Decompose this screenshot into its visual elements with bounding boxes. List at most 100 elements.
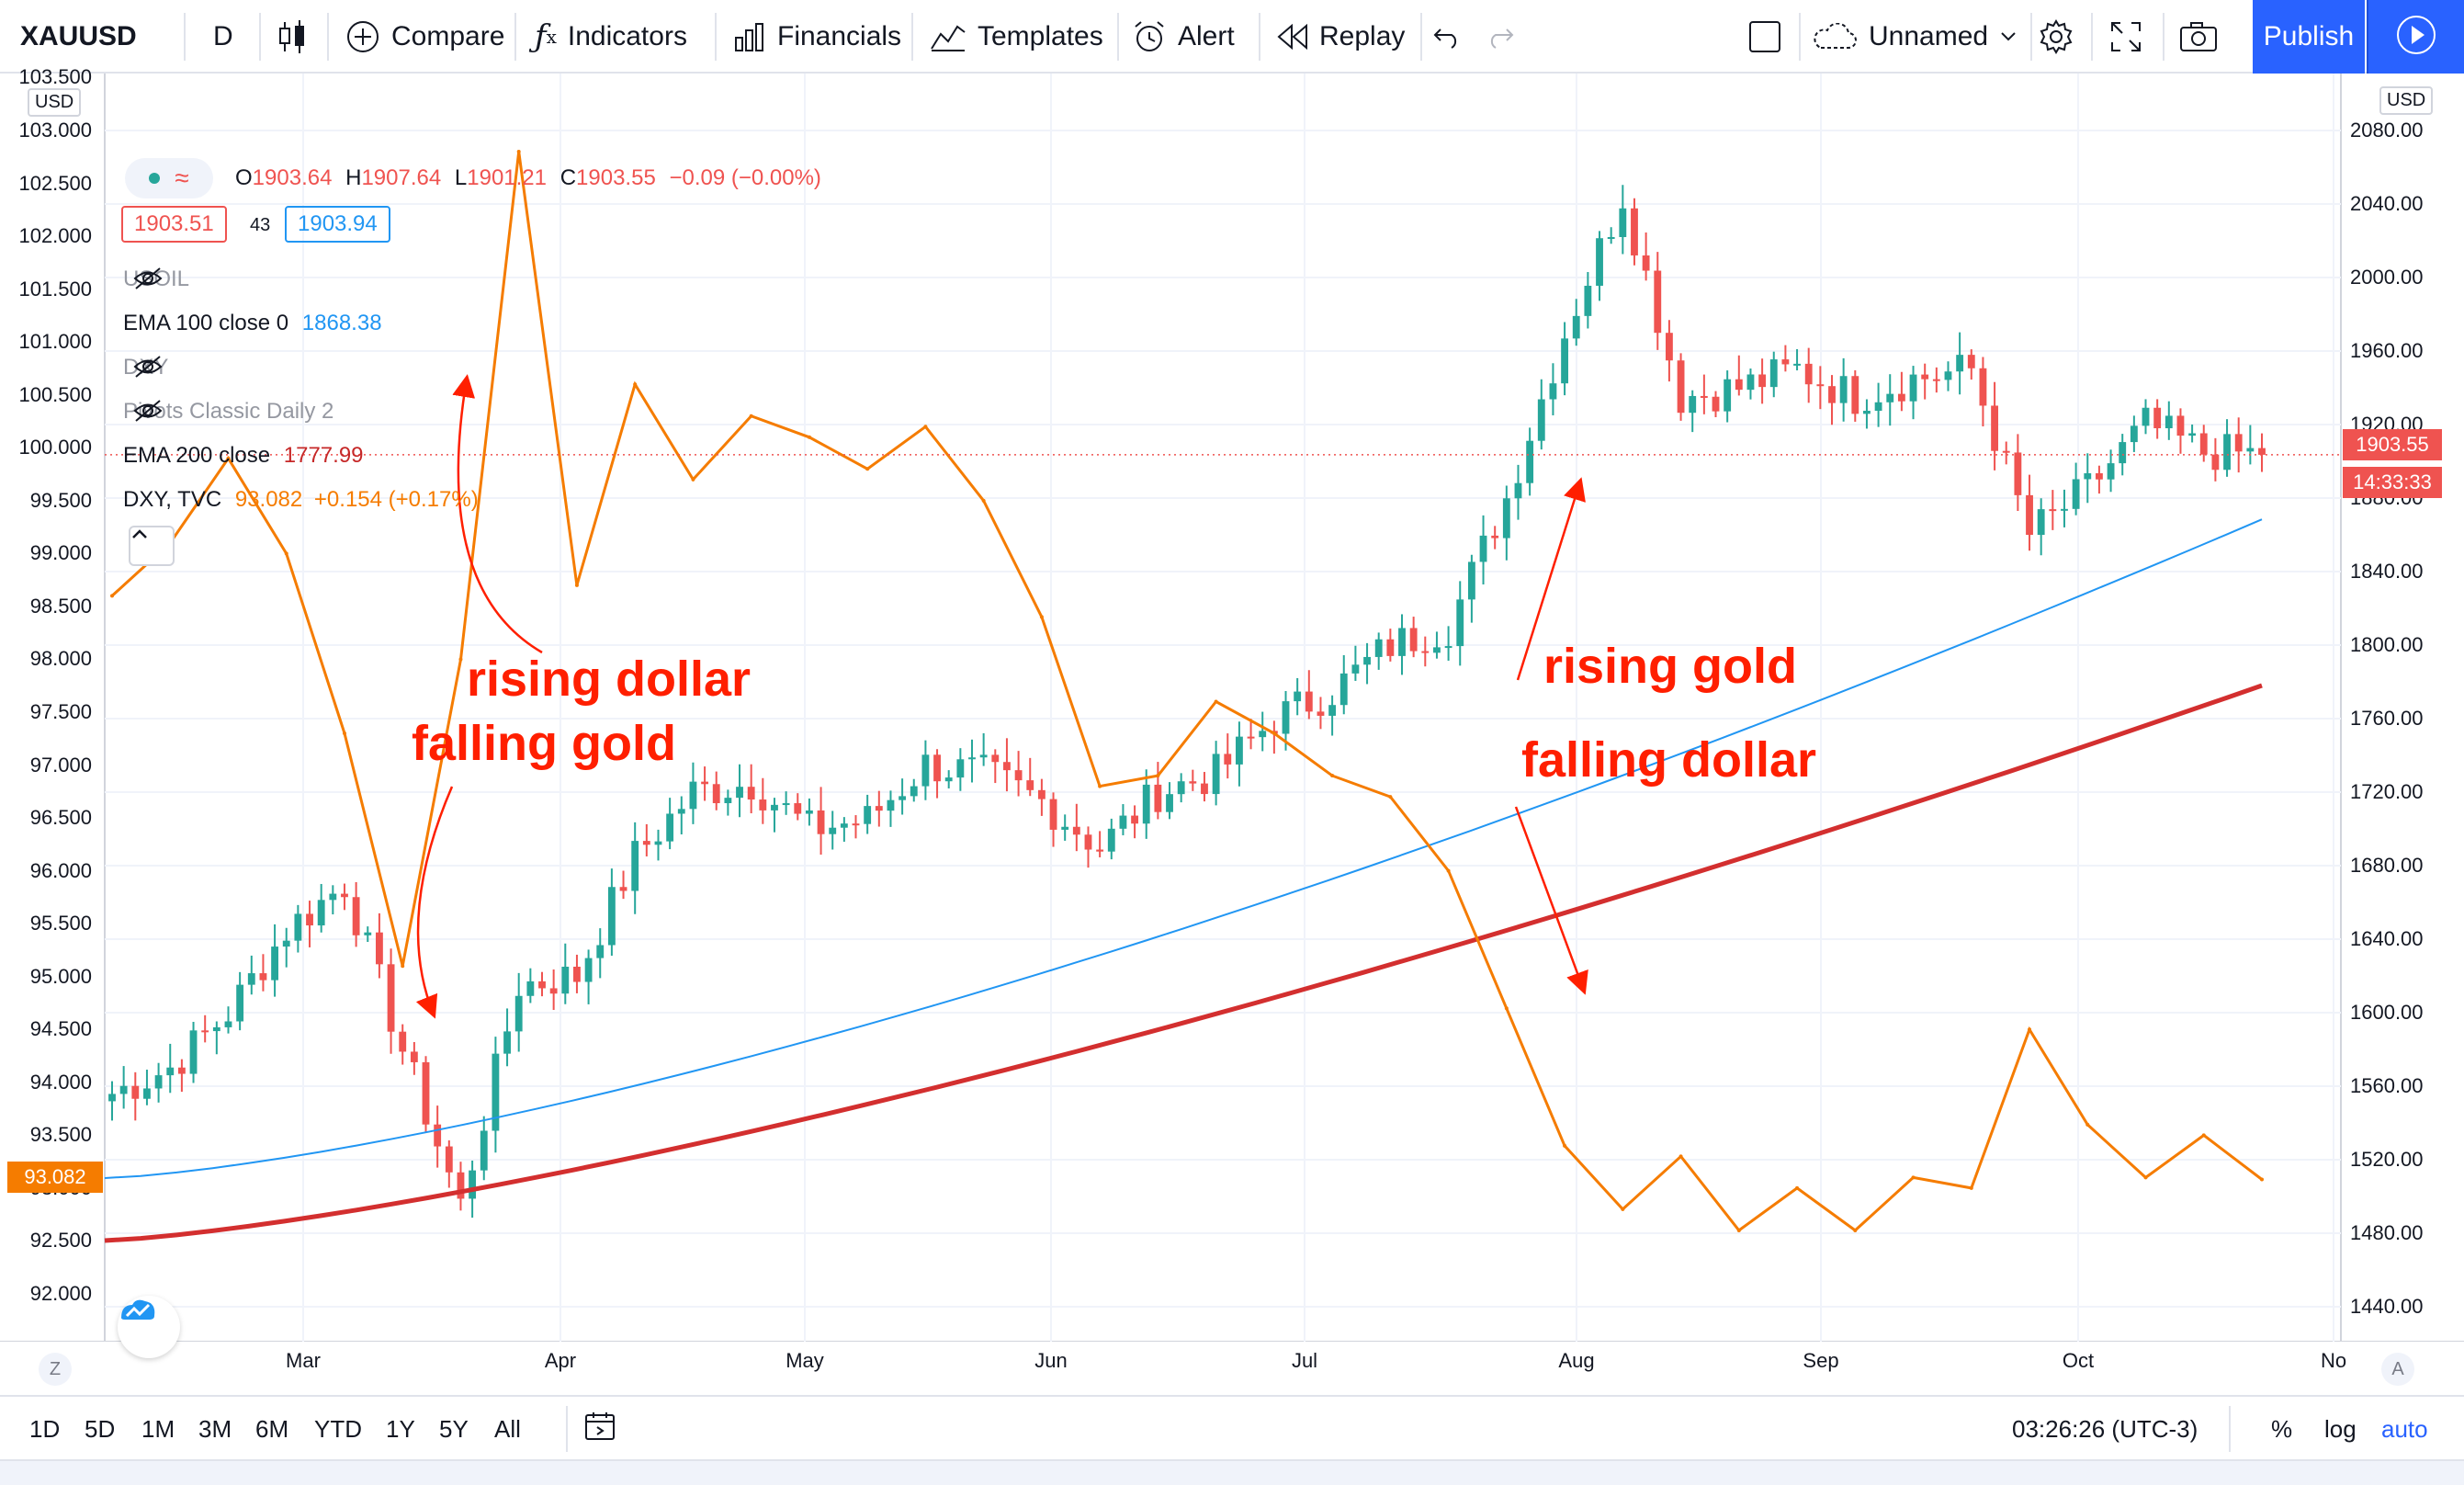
- range-button-3m[interactable]: 3M: [198, 1414, 232, 1443]
- symbol-search-button[interactable]: XAUUSD: [20, 0, 137, 74]
- study-usoil[interactable]: USOIL: [123, 266, 189, 292]
- fullscreen-button[interactable]: [2109, 0, 2142, 74]
- interval-button[interactable]: D: [213, 0, 233, 74]
- candle-body: [736, 787, 743, 799]
- left-axis-tick-label: 92.000: [29, 1282, 92, 1305]
- publish-video-button[interactable]: [2367, 0, 2464, 74]
- templates-button[interactable]: Templates: [930, 0, 1103, 74]
- financials-button[interactable]: Financials: [733, 0, 901, 74]
- corner-right-label: A: [2391, 1358, 2404, 1379]
- dxy-point: [110, 594, 114, 598]
- chart-pane[interactable]: USD 103.500 103.000 102.500 102.000 101.500 1…: [0, 65, 2464, 1386]
- study-dxy[interactable]: DXY: [123, 355, 168, 380]
- percent-scale-button[interactable]: %: [2271, 1397, 2292, 1461]
- candle-body: [1107, 828, 1115, 852]
- auto-scale-button[interactable]: auto: [2381, 1397, 2428, 1461]
- legend-collapse-button[interactable]: [129, 526, 175, 566]
- toolbar-divider: [1799, 13, 1801, 61]
- cloud-icon: [1810, 23, 1858, 51]
- range-button-ytd[interactable]: YTD: [314, 1414, 362, 1443]
- fullscreen-layout-button[interactable]: [1747, 0, 1782, 74]
- dxy-point: [2260, 1177, 2264, 1182]
- range-button-1m[interactable]: 1M: [141, 1414, 175, 1443]
- chart-canvas[interactable]: [0, 74, 2464, 1342]
- candle-body: [689, 781, 697, 810]
- candle-body: [979, 754, 988, 758]
- candle-body: [2084, 473, 2092, 480]
- redo-button[interactable]: [1485, 0, 1514, 74]
- settings-button[interactable]: [2038, 0, 2074, 74]
- dxy-point: [1736, 1228, 1741, 1232]
- undo-button[interactable]: [1433, 0, 1463, 74]
- candle-body: [1665, 333, 1673, 361]
- candle-body: [2061, 508, 2068, 511]
- candle-body: [1746, 374, 1755, 391]
- market-status-chip[interactable]: ≈: [125, 158, 213, 198]
- dxy-point: [1504, 1006, 1509, 1011]
- range-button-1y[interactable]: 1Y: [386, 1414, 415, 1443]
- low-label: L: [454, 165, 468, 190]
- range-button-5y[interactable]: 5Y: [439, 1414, 469, 1443]
- candle-body: [317, 900, 325, 926]
- replay-button[interactable]: Replay: [1277, 0, 1405, 74]
- layout-menu-button[interactable]: Unnamed: [1810, 0, 2018, 74]
- study-ema100[interactable]: EMA 100 close 0 1868.38: [123, 311, 382, 336]
- goto-date-button[interactable]: [584, 1397, 619, 1461]
- compare-button[interactable]: Compare: [345, 0, 504, 74]
- auto-scale-corner-button[interactable]: A: [2381, 1353, 2414, 1386]
- candle-body: [584, 958, 593, 982]
- bid-price-box[interactable]: 1903.51: [121, 206, 227, 243]
- snapshot-button[interactable]: [2179, 0, 2218, 74]
- range-button-all[interactable]: All: [494, 1414, 521, 1443]
- range-button-1d[interactable]: 1D: [29, 1414, 61, 1443]
- right-axis-tick-label: 2080.00: [2350, 119, 2424, 142]
- zoom-corner-button[interactable]: Z: [39, 1353, 72, 1386]
- left-axis-tick-label: 101.000: [18, 330, 92, 354]
- tradingview-logo[interactable]: [118, 1296, 180, 1358]
- candle-body: [177, 1067, 186, 1074]
- ask-price-box[interactable]: 1903.94: [285, 206, 390, 243]
- candle-body: [817, 810, 825, 834]
- candle-body: [1479, 535, 1487, 562]
- study-dxy-tvc[interactable]: DXY, TVC 93.082 +0.154 (+0.17%): [123, 487, 479, 513]
- close-value: 1903.55: [576, 165, 656, 190]
- dxy-point: [401, 964, 405, 969]
- candle-body: [1631, 208, 1638, 255]
- publish-button[interactable]: Publish: [2253, 0, 2365, 74]
- range-button-6m[interactable]: 6M: [255, 1414, 289, 1443]
- candle-body: [1502, 498, 1510, 538]
- left-axis-tick-label: 97.500: [29, 700, 92, 723]
- range-button-5d[interactable]: 5D: [85, 1414, 116, 1443]
- annotation-falling-gold: falling gold: [412, 716, 676, 771]
- left-axis-unit: USD: [28, 88, 82, 117]
- replay-label: Replay: [1319, 21, 1406, 51]
- alert-label: Alert: [1178, 21, 1235, 51]
- ema100-value: 1868.38: [301, 311, 382, 335]
- right-axis-tick-label: 1960.00: [2350, 339, 2424, 362]
- study-ema200[interactable]: EMA 200 close 1777.99: [123, 443, 364, 469]
- candle-body: [1374, 639, 1383, 657]
- candle-body: [480, 1130, 488, 1171]
- candle-body: [306, 913, 313, 926]
- rewind-icon: [1277, 24, 1308, 50]
- log-scale-button[interactable]: log: [2324, 1397, 2357, 1461]
- candle-body: [2234, 434, 2243, 452]
- toolbar-divider: [715, 13, 717, 61]
- candle-body: [1003, 762, 1011, 771]
- candle-body: [607, 887, 616, 946]
- candle-body: [1572, 315, 1580, 339]
- candle-body: [852, 823, 860, 826]
- dxy-point: [1911, 1175, 1916, 1180]
- dxy-point: [865, 467, 870, 471]
- arrow-to-dxy-fall: [1514, 806, 1588, 995]
- candle-body: [1828, 386, 1836, 403]
- timezone-clock[interactable]: 03:26:26 (UTC-3): [2012, 1397, 2198, 1461]
- candle-body: [143, 1088, 151, 1099]
- alert-button[interactable]: Alert: [1132, 0, 1235, 74]
- candle-body: [1654, 270, 1662, 334]
- candle-body: [492, 1053, 500, 1131]
- study-pivots[interactable]: Pivots Classic Daily 2: [123, 399, 333, 425]
- chart-type-button[interactable]: [276, 0, 309, 74]
- candle-body: [677, 809, 685, 814]
